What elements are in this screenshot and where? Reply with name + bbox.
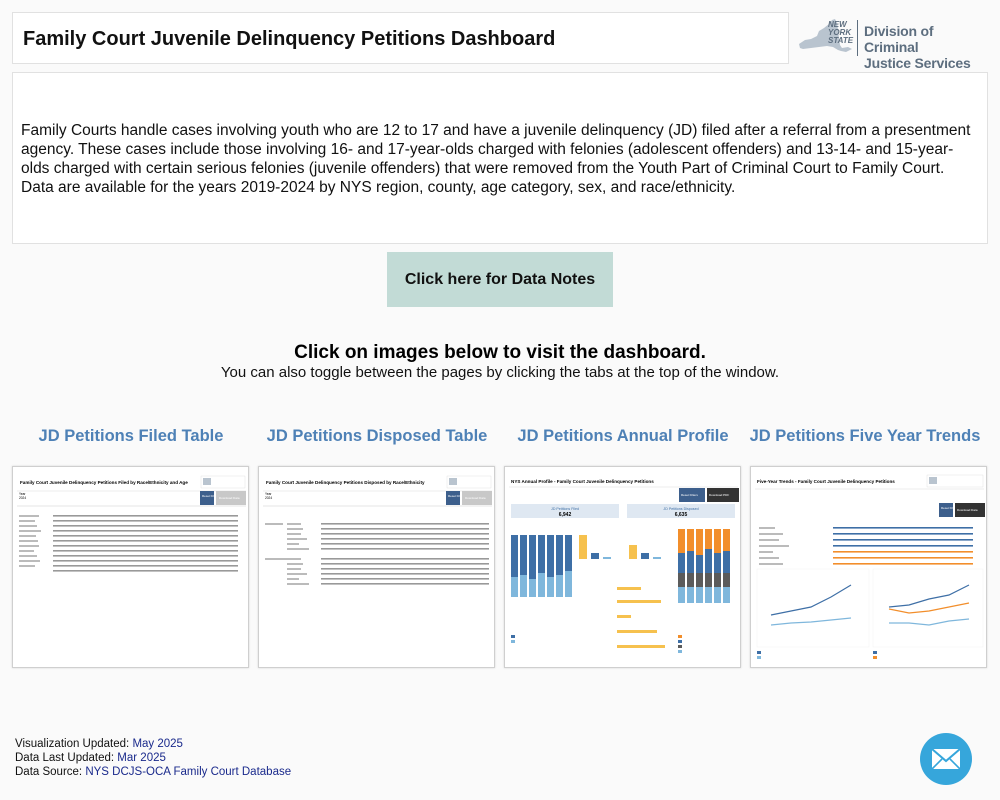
thumbnail-annual-profile[interactable]: NYS Annual Profile - Family Court Juveni… <box>504 466 741 668</box>
five-year-trends-preview: Five-Year Trends - Family Court Juvenile… <box>755 474 985 659</box>
svg-text:JD Petitions Filed: JD Petitions Filed <box>551 507 579 511</box>
thumbnail-five-year-trends[interactable]: Five-Year Trends - Family Court Juvenile… <box>750 466 987 668</box>
dcjs-logo[interactable]: NEW YORK STATE Division of Criminal Just… <box>797 14 987 71</box>
logo-agency-name: Division of Criminal Justice Services <box>864 23 971 71</box>
footer-data-source: Data Source: NYS DCJS-OCA Family Court D… <box>15 766 292 778</box>
svg-text:Reset Filters: Reset Filters <box>681 493 698 497</box>
contact-email-button[interactable] <box>920 733 972 785</box>
intro-text: Family Courts handle cases involving you… <box>21 122 971 196</box>
svg-text:Family Court Juvenile Delinque: Family Court Juvenile Delinquency Petiti… <box>20 480 188 485</box>
logo-divider <box>857 20 858 56</box>
data-notes-button[interactable]: Click here for Data Notes <box>387 252 613 307</box>
logo-state-text: NEW YORK STATE <box>828 20 854 45</box>
svg-text:Reset Filters: Reset Filters <box>941 506 958 510</box>
dashboard-link-annual-profile[interactable]: JD Petitions Annual Profile <box>517 427 729 445</box>
footer-viz-updated: Visualization Updated: May 2025 <box>15 738 183 750</box>
svg-text:Reset Filters: Reset Filters <box>448 494 465 498</box>
footer-info: Visualization Updated: May 2025 Data Las… <box>15 737 291 779</box>
svg-text:2024: 2024 <box>19 496 26 500</box>
visit-subtext: You can also toggle between the pages by… <box>220 364 780 381</box>
svg-text:Reset Filters: Reset Filters <box>202 494 219 498</box>
dashboard-link-filed-table[interactable]: JD Petitions Filed Table <box>38 427 224 445</box>
dashboard-link-disposed-table[interactable]: JD Petitions Disposed Table <box>266 427 488 445</box>
svg-text:Five-Year Trends - Family Cour: Five-Year Trends - Family Court Juvenile… <box>757 479 895 484</box>
intro-panel: Family Courts handle cases involving you… <box>12 72 988 244</box>
svg-text:2024: 2024 <box>265 496 272 500</box>
svg-text:Download Data: Download Data <box>957 508 978 512</box>
svg-text:Family Court Juvenile Delinque: Family Court Juvenile Delinquency Petiti… <box>266 480 425 485</box>
svg-text:Year: Year <box>265 492 272 496</box>
svg-text:Download PDF: Download PDF <box>709 493 729 497</box>
svg-text:JD Petitions Disposed: JD Petitions Disposed <box>663 507 698 511</box>
svg-text:NYS Annual Profile - Family Co: NYS Annual Profile - Family Court Juveni… <box>511 479 654 484</box>
nys-map-icon <box>799 19 852 52</box>
thumbnail-disposed-table[interactable]: Family Court Juvenile Delinquency Petiti… <box>258 466 495 668</box>
svg-text:Download Data: Download Data <box>465 496 486 500</box>
page-title: Family Court Juvenile Delinquency Petiti… <box>23 28 556 50</box>
svg-text:Year: Year <box>19 492 26 496</box>
filed-table-preview: Family Court Juvenile Delinquency Petiti… <box>17 475 246 572</box>
thumbnail-filed-table[interactable]: Family Court Juvenile Delinquency Petiti… <box>12 466 249 668</box>
svg-text:Download Data: Download Data <box>219 496 240 500</box>
dashboard-link-five-year-trends[interactable]: JD Petitions Five Year Trends <box>749 427 981 445</box>
footer-data-updated: Data Last Updated: Mar 2025 <box>15 752 166 764</box>
svg-text:6,635: 6,635 <box>675 512 688 518</box>
visit-heading: Click on images below to visit the dashb… <box>294 342 706 363</box>
annual-profile-preview: NYS Annual Profile - Family Court Juveni… <box>509 479 739 653</box>
svg-text:6,942: 6,942 <box>559 512 572 518</box>
title-bar: Family Court Juvenile Delinquency Petiti… <box>12 12 789 64</box>
disposed-table-preview: Family Court Juvenile Delinquency Petiti… <box>263 475 492 585</box>
envelope-icon <box>931 748 961 770</box>
